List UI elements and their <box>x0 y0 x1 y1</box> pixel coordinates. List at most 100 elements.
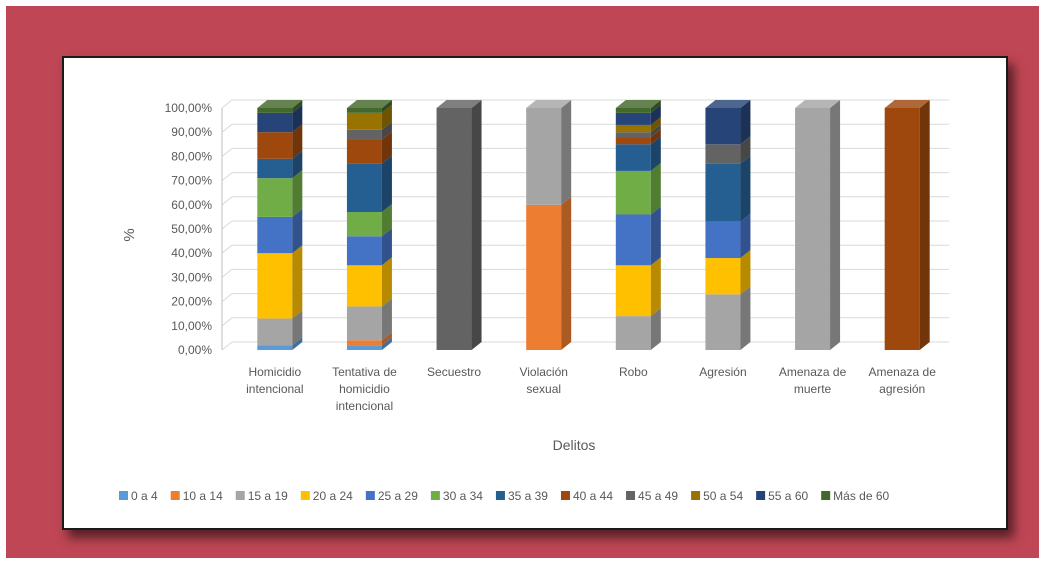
bar-segment <box>346 257 392 307</box>
red-background-frame: 0,00% 10,00% 20,00% 30,00% 40,00% 50,00% 60,00… <box>6 6 1039 558</box>
bar-front <box>615 108 651 113</box>
bar-side <box>381 155 392 213</box>
legend-label: 30 a 34 <box>443 489 483 503</box>
bar-front <box>346 163 382 213</box>
bar-front <box>705 163 741 222</box>
bar-side <box>292 124 303 159</box>
bar-side <box>740 286 751 350</box>
legend-item: 40 a 44 <box>560 489 613 503</box>
bar-segment <box>346 121 392 140</box>
bar-side <box>740 136 751 164</box>
legend-item: 0 a 4 <box>119 489 158 503</box>
bar-segment <box>615 206 661 266</box>
bar-segment <box>346 204 392 237</box>
x-category-label-line: agresión <box>879 382 925 396</box>
bar-side <box>381 204 392 237</box>
legend-label: 45 a 49 <box>638 489 678 503</box>
bar-stack <box>257 100 303 350</box>
bar-front <box>346 340 382 346</box>
legend-label: Más de 60 <box>833 489 889 503</box>
bar-segment <box>795 100 841 350</box>
legend-swatch <box>235 491 245 500</box>
bar-side <box>381 257 392 307</box>
x-category-label-line: muerte <box>794 382 832 396</box>
legend-item: Más de 60 <box>821 489 890 503</box>
bar-side <box>292 150 303 179</box>
bar-segment <box>615 116 661 133</box>
legend-swatch <box>119 491 128 500</box>
bar-segment <box>615 129 661 145</box>
grid-line-side <box>221 244 233 254</box>
x-category-label: Homicidio intencional <box>246 365 303 396</box>
legend: 0 a 4 10 a 14 15 a 19 20 a 24 25 a 29 30 a 34… <box>119 489 890 503</box>
bar-segment <box>615 308 661 350</box>
legend-label: 20 a 24 <box>313 489 353 503</box>
x-category-label-line: homicidio <box>339 382 390 396</box>
legend-swatch <box>430 491 440 500</box>
x-category-label-line: sexual <box>526 382 561 396</box>
x-category-label-line: Secuestro <box>427 365 481 379</box>
bar-front <box>705 144 741 164</box>
bar-stack <box>346 100 392 350</box>
x-category-label: Amenaza de muerte <box>779 365 847 396</box>
bar-segment <box>705 213 751 259</box>
bar-side <box>650 124 661 138</box>
bar-side <box>650 308 661 350</box>
legend-item: 20 a 24 <box>300 489 353 503</box>
y-tick-label: 10,00% <box>171 319 212 333</box>
x-category-label: Violación sexual <box>519 365 567 396</box>
bar-segment <box>257 104 303 133</box>
legend-swatch <box>495 491 505 500</box>
bar-side <box>292 310 303 346</box>
grid-line-side <box>221 293 233 302</box>
legend-item: 15 a 19 <box>235 489 288 503</box>
bar-side <box>292 337 303 350</box>
bar-front <box>615 214 651 266</box>
bar-front <box>346 112 382 130</box>
bar-front <box>705 258 741 295</box>
x-category-label-line: Amenaza de <box>779 365 847 379</box>
grid-line-side <box>221 269 233 278</box>
bar-front <box>615 132 651 138</box>
legend-swatch <box>626 491 636 500</box>
bar-stack <box>436 100 482 350</box>
bar-front <box>346 265 382 307</box>
bar-front <box>346 236 382 266</box>
legend-swatch <box>821 491 831 500</box>
bar-side <box>471 100 482 350</box>
bar-side <box>292 245 303 319</box>
bar-side <box>650 257 661 317</box>
bar-segment <box>884 100 930 350</box>
bar-segment <box>257 208 303 254</box>
bar-stack <box>705 100 751 350</box>
bar-side <box>561 196 572 350</box>
bar-front <box>257 318 293 346</box>
bar-top <box>257 100 303 108</box>
bar-side <box>650 136 661 171</box>
bar-side <box>650 162 661 215</box>
legend-swatch <box>691 491 701 500</box>
bar-segment <box>705 100 751 145</box>
y-tick-label: 20,00% <box>171 295 212 309</box>
bar-side <box>830 100 841 350</box>
bar-front <box>257 345 293 350</box>
bars <box>257 100 930 350</box>
bar-side <box>919 100 930 350</box>
bar-top <box>705 100 751 108</box>
legend-swatch <box>365 491 375 500</box>
bar-front <box>257 216 293 254</box>
bar-segment <box>705 155 751 222</box>
legend-item: 45 a 49 <box>626 489 678 503</box>
bar-front <box>346 139 382 164</box>
legend-label: 15 a 19 <box>248 489 288 503</box>
legend-label: 55 a 60 <box>768 489 808 503</box>
y-tick-label: 30,00% <box>171 270 212 284</box>
grid-line-side <box>221 196 233 206</box>
grid-line-side <box>221 148 233 157</box>
x-category-label: Agresión <box>699 365 746 379</box>
bar-front <box>615 144 651 171</box>
bar-front <box>795 108 831 350</box>
bar-side <box>740 213 751 259</box>
bar-top <box>884 100 930 108</box>
legend-swatch <box>756 491 766 500</box>
